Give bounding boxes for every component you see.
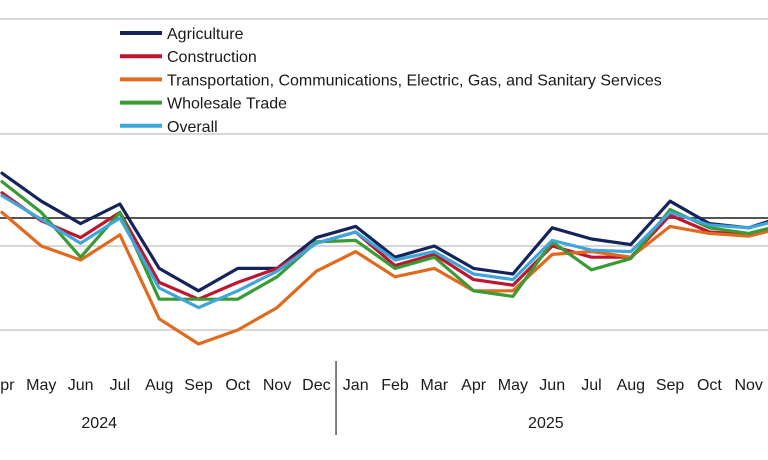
x-tick-label: Aug: [145, 377, 173, 394]
x-tick-label: May: [498, 377, 528, 394]
legend-item: Wholesale Trade: [120, 96, 287, 113]
x-tick-label: Jul: [581, 377, 601, 394]
x-tick-label: May: [26, 377, 56, 394]
x-tick-label: Sep: [184, 377, 213, 394]
x-tick-label: Oct: [697, 377, 722, 394]
legend-label: Wholesale Trade: [167, 96, 287, 113]
x-tick-label: Oct: [225, 377, 250, 394]
year-label: 2024: [81, 415, 117, 432]
series-line: [0, 194, 768, 310]
year-label: 2025: [528, 415, 564, 432]
legend-item: Construction: [120, 49, 257, 66]
x-tick-label: Mar: [421, 377, 449, 394]
x-tick-label: Apr: [461, 377, 487, 394]
x-tick-label: Jun: [539, 377, 565, 394]
legend-label: Overall: [167, 119, 218, 136]
legend-item: Transportation, Communications, Electric…: [120, 72, 662, 89]
series-layer: [0, 171, 768, 346]
year-labels: 2024 2025: [81, 415, 563, 432]
x-tick-label: Aug: [617, 377, 645, 394]
legend-label: Transportation, Communications, Electric…: [167, 72, 662, 89]
x-tick-label: Apr: [0, 377, 15, 394]
legend-label: Construction: [167, 49, 257, 66]
x-tick-label: Jul: [110, 377, 130, 394]
x-tick-label: Jun: [68, 377, 94, 394]
x-tick-label: Feb: [381, 377, 409, 394]
x-axis-tick-labels: Apr May Jun Jul Aug Sep Oct Nov Dec Jan Feb Mar Apr M…: [0, 377, 763, 394]
series-4: [0, 194, 768, 310]
x-tick-label: Dec: [302, 377, 330, 394]
legend: Agriculture Construction Transportation, C…: [120, 26, 662, 136]
x-tick-label: Jan: [343, 377, 369, 394]
x-tick-label: Nov: [263, 377, 291, 394]
x-tick-label: Sep: [656, 377, 685, 394]
x-tick-label: Nov: [734, 377, 762, 394]
legend-item: Agriculture: [120, 26, 244, 43]
legend-item: Overall: [120, 119, 218, 136]
gridlines: [0, 18, 768, 331]
legend-label: Agriculture: [167, 26, 244, 43]
